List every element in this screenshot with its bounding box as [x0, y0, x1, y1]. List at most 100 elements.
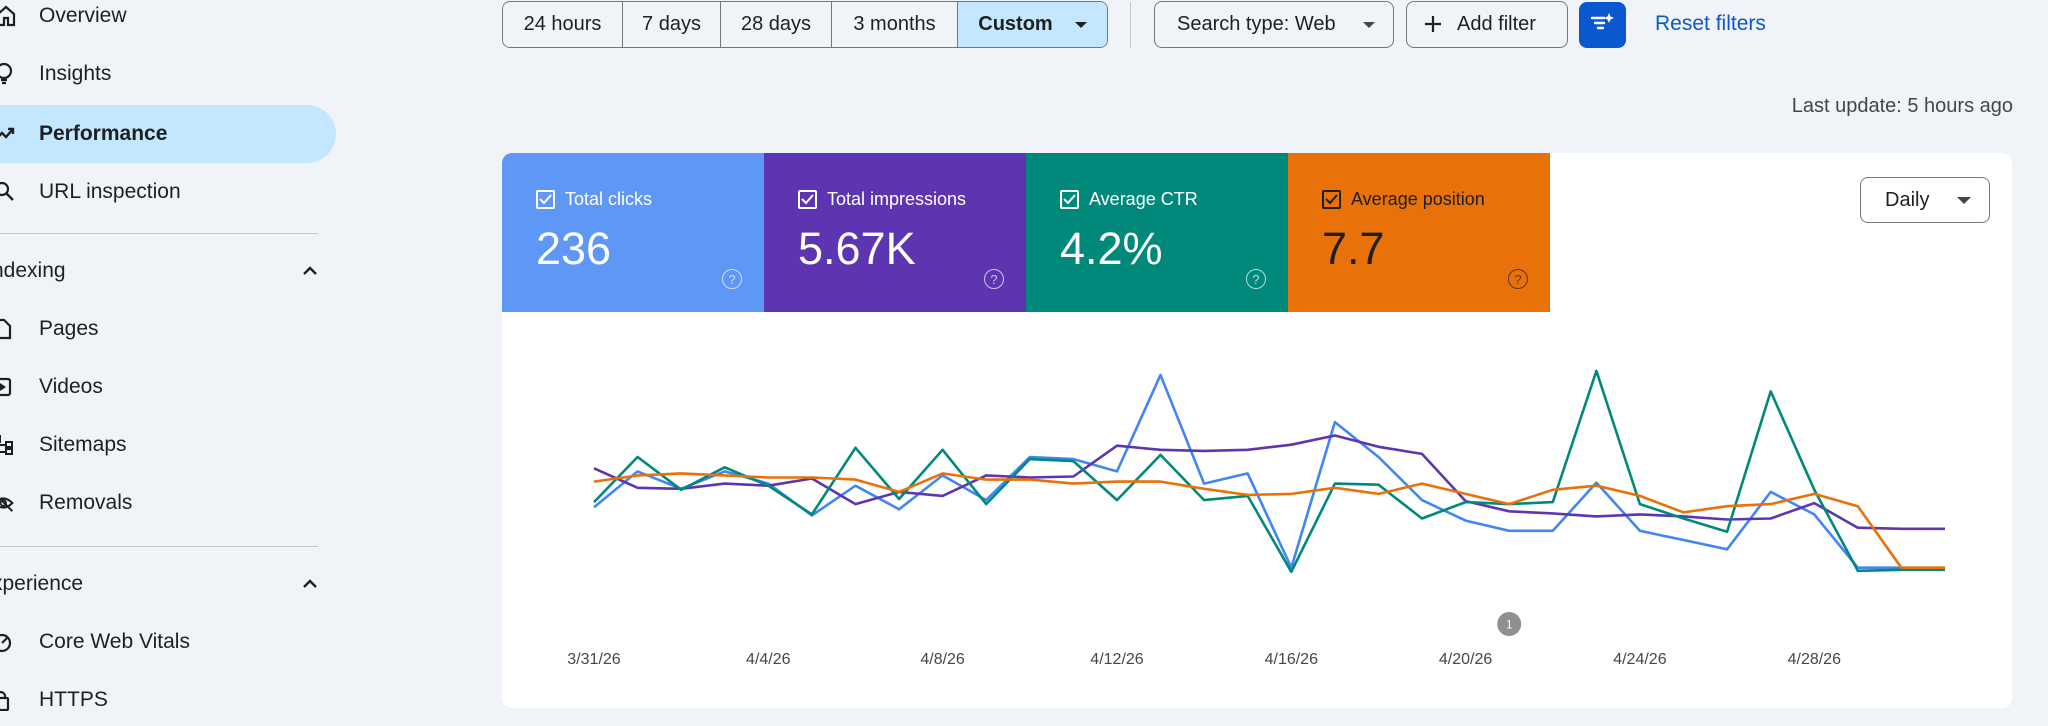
sidebar-item-insights[interactable]: Insights — [0, 45, 336, 103]
sidebar-item-videos[interactable]: Videos — [0, 358, 336, 416]
eye-off-icon — [0, 491, 16, 515]
sidebar-item-label: Videos — [39, 375, 103, 398]
range-label: 7 days — [642, 13, 701, 35]
filter-options-button[interactable] — [1579, 2, 1626, 48]
granularity-label: Daily — [1885, 188, 1930, 211]
sidebar-item-label: URL inspection — [39, 180, 181, 203]
add-filter-label: Add filter — [1457, 13, 1536, 35]
sidebar-item-core-web-vitals[interactable]: Core Web Vitals — [0, 613, 336, 671]
checkbox-checked-icon[interactable] — [536, 190, 555, 209]
x-tick-label: 4/12/26 — [1090, 651, 1143, 668]
home-icon — [0, 4, 16, 28]
section-title: xperience — [0, 572, 84, 595]
series-line-total-clicks[interactable] — [593, 373, 1945, 570]
metric-value: 7.7 — [1322, 223, 1385, 274]
sidebar-item-performance[interactable]: Performance — [0, 105, 336, 163]
search-type-dropdown[interactable]: Search type: Web — [1154, 1, 1394, 48]
search-icon — [0, 180, 16, 204]
range-label: 3 months — [853, 13, 936, 35]
caret-down-icon — [1957, 197, 1971, 204]
sidebar-item-https[interactable]: HTTPS — [0, 671, 336, 726]
range-label: 24 hours — [523, 13, 602, 35]
metric-value: 5.67K — [798, 223, 916, 274]
metric-average-ctr[interactable]: Average CTR 4.2% ? — [1026, 153, 1288, 312]
x-tick-label: 4/8/26 — [920, 651, 965, 668]
x-tick-label: 4/4/26 — [746, 651, 791, 668]
sidebar-item-removals[interactable]: Removals — [0, 474, 336, 532]
metric-total-clicks[interactable]: Total clicks 236 ? — [502, 153, 764, 312]
caret-down-icon — [1363, 22, 1375, 28]
plus-icon — [1423, 14, 1443, 40]
chart-annotation-marker[interactable]: 1 — [1497, 612, 1522, 636]
sidebar-item-label: Removals — [39, 491, 133, 514]
series-line-average-position[interactable] — [593, 472, 1945, 570]
chevron-up-icon — [300, 261, 320, 281]
sidebar-item-pages[interactable]: Pages — [0, 300, 336, 358]
checkbox-checked-icon[interactable] — [798, 190, 817, 209]
metric-label: Total clicks — [565, 189, 653, 209]
help-icon[interactable]: ? — [984, 269, 1004, 289]
search-type-label: Search type: Web — [1177, 13, 1336, 35]
help-icon[interactable]: ? — [1246, 269, 1266, 289]
video-icon — [0, 375, 16, 399]
checkbox-checked-icon[interactable] — [1060, 190, 1079, 209]
chevron-up-icon — [300, 574, 320, 594]
annotation-label: 1 — [1506, 618, 1513, 632]
sidebar-divider — [0, 233, 318, 234]
lightbulb-icon — [0, 62, 16, 86]
help-icon[interactable]: ? — [722, 269, 742, 289]
performance-line-chart[interactable]: 3/31/26 4/4/26 4/8/26 4/12/26 4/16/26 4/20/26… — [502, 153, 2012, 708]
metric-total-impressions[interactable]: Total impressions 5.67K ? — [764, 153, 1026, 312]
x-tick-label: 4/24/26 — [1613, 651, 1666, 668]
date-range-selector: 24 hours 7 days 28 days 3 months Custom — [502, 1, 1108, 48]
x-tick-label: 4/28/26 — [1788, 651, 1841, 668]
sidebar-item-label: Core Web Vitals — [39, 630, 190, 653]
metric-average-position[interactable]: Average position 7.7 ? — [1288, 153, 1550, 312]
checkbox-checked-icon[interactable] — [1322, 190, 1341, 209]
reset-filters-link[interactable]: Reset filters — [1655, 12, 1766, 35]
x-tick-label: 4/16/26 — [1265, 651, 1318, 668]
lock-icon — [0, 688, 16, 712]
granularity-dropdown[interactable]: Daily — [1860, 177, 1990, 223]
sidebar-item-overview[interactable]: Overview — [0, 0, 336, 45]
last-update-text: Last update: 5 hours ago — [1791, 95, 2013, 117]
range-label: 28 days — [740, 13, 812, 35]
help-icon[interactable]: ? — [1508, 269, 1528, 289]
sidebar-item-label: Overview — [39, 4, 127, 27]
range-custom[interactable]: Custom — [958, 2, 1107, 47]
range-28-days[interactable]: 28 days — [721, 2, 832, 47]
sidebar-divider — [0, 546, 318, 547]
add-filter-button[interactable]: Add filter — [1406, 1, 1568, 48]
gauge-icon — [0, 630, 16, 654]
sidebar-item-sitemaps[interactable]: Sitemaps — [0, 416, 336, 474]
series-line-average-ctr[interactable] — [593, 369, 1945, 574]
sidebar-item-url-inspection[interactable]: URL inspection — [0, 163, 336, 221]
range-3-months[interactable]: 3 months — [832, 2, 958, 47]
metric-label: Total impressions — [827, 189, 967, 209]
sidebar-item-label: HTTPS — [39, 688, 108, 711]
range-label: Custom — [978, 13, 1053, 35]
x-tick-label: 3/31/26 — [567, 651, 620, 668]
metric-label: Average CTR — [1089, 189, 1198, 209]
series-line-total-impressions[interactable] — [593, 434, 1945, 531]
toolbar-divider — [1130, 2, 1131, 48]
trending-up-icon — [0, 122, 16, 146]
page-icon — [0, 317, 16, 341]
sidebar-item-label: Performance — [39, 122, 168, 145]
sidebar: Overview Insights Performance URL inspec… — [0, 0, 340, 726]
performance-card: Total clicks 236 ? Total impressions 5.6… — [502, 153, 2012, 708]
range-24-hours[interactable]: 24 hours — [503, 2, 623, 47]
sitemap-icon — [0, 433, 16, 457]
sidebar-item-label: Insights — [39, 62, 112, 85]
caret-down-icon — [1074, 21, 1087, 28]
metric-value: 4.2% — [1060, 223, 1163, 274]
range-7-days[interactable]: 7 days — [623, 2, 721, 47]
sidebar-item-label: Sitemaps — [39, 433, 127, 456]
filter-sparkle-icon — [1590, 11, 1616, 40]
metric-value: 236 — [536, 223, 612, 274]
x-tick-label: 4/20/26 — [1439, 651, 1492, 668]
experience-section-header[interactable]: xperience — [0, 555, 320, 613]
metric-label: Average position — [1351, 189, 1485, 209]
